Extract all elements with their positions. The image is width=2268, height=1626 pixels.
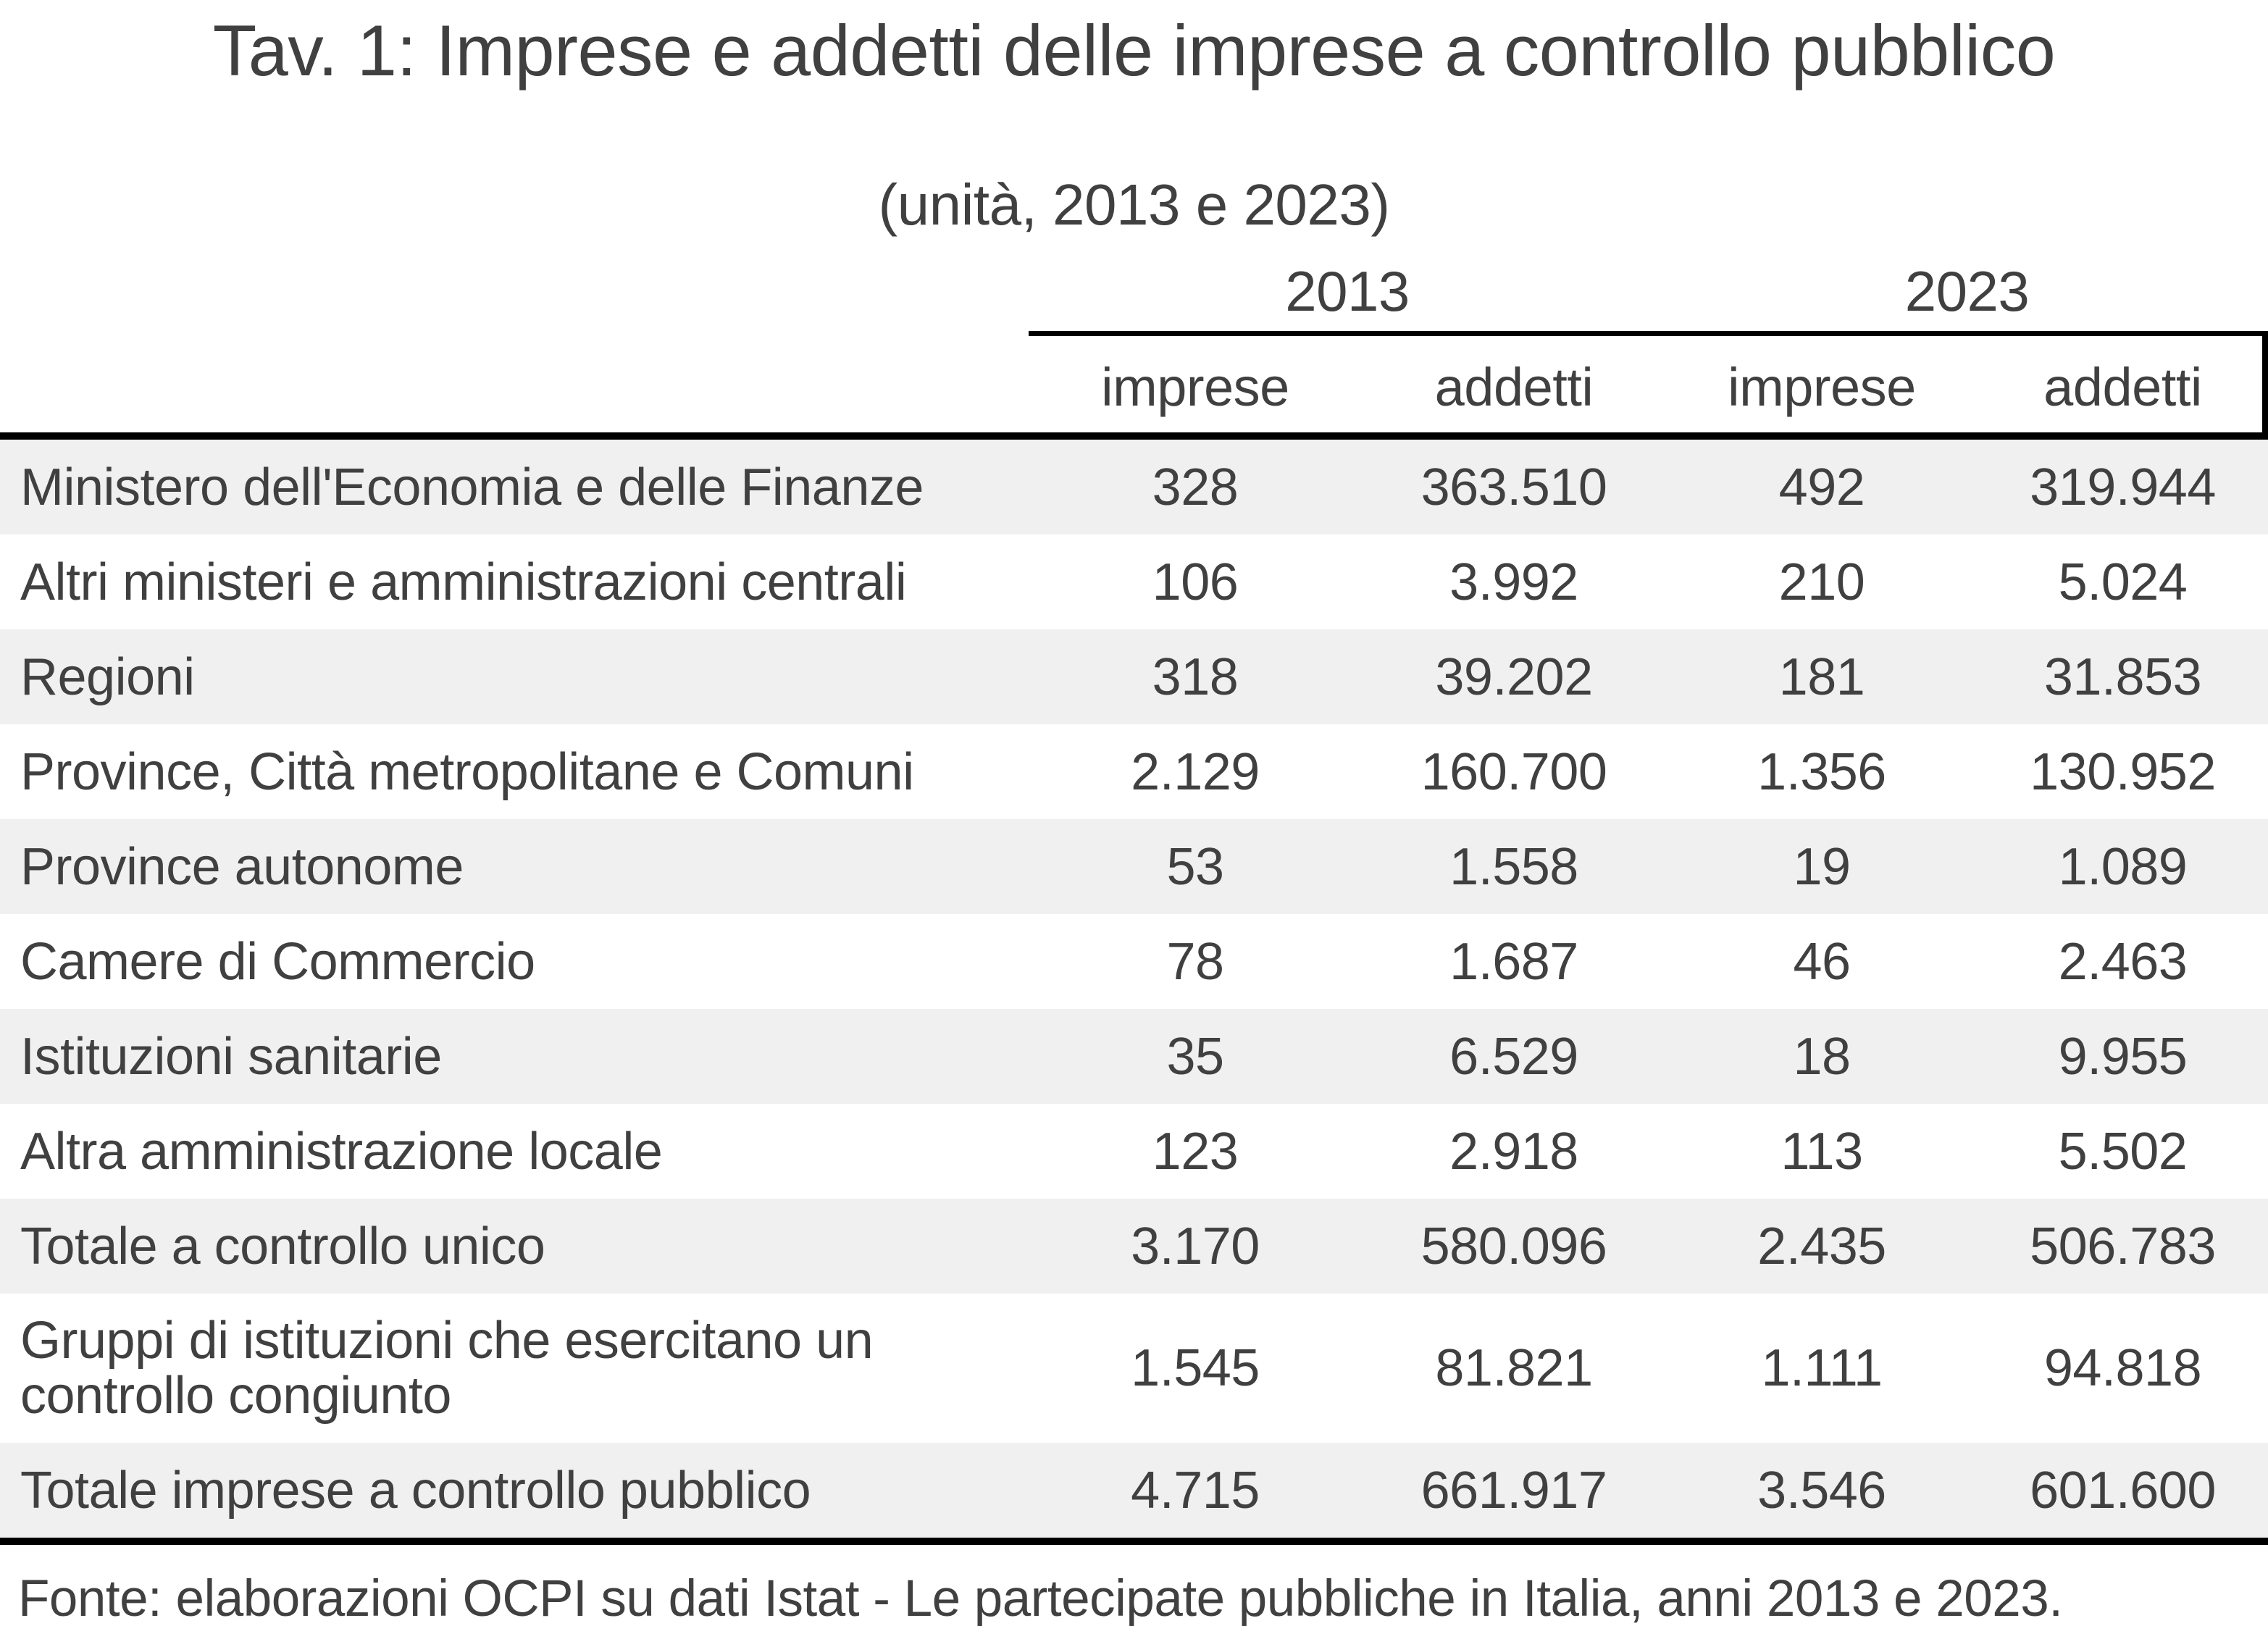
cell-value: 3.170: [1131, 1217, 1260, 1275]
cell-value: 5.502: [2058, 1122, 2188, 1181]
cell-value: 35: [1166, 1027, 1224, 1086]
year-header-2023: 2023: [1666, 252, 2268, 336]
column-header-row: imprese addetti imprese addetti: [0, 341, 2268, 432]
row-label: Regioni: [20, 648, 195, 706]
cell-value: 130.952: [2030, 742, 2216, 801]
table-row: Totale imprese a controllo pubblico 4.715…: [0, 1443, 2268, 1538]
cell-value: 580.096: [1420, 1217, 1607, 1275]
year-header-2013: 2013: [1029, 252, 1666, 336]
row-label: Totale a controllo unico: [20, 1217, 545, 1275]
row-label: Totale imprese a controllo pubblico: [20, 1461, 811, 1520]
cell-value: 5.024: [2058, 553, 2188, 611]
column-header-addetti-2013: addetti: [1434, 356, 1594, 417]
table-body: Ministero dell'Economia e delle Finanze 3…: [0, 440, 2268, 1626]
cell-value: 81.821: [1435, 1339, 1593, 1397]
cell-value: 53: [1166, 837, 1224, 896]
row-label: Province autonome: [20, 837, 464, 896]
cell-value: 1.687: [1449, 932, 1578, 991]
column-header-addetti-2023: addetti: [2043, 356, 2202, 417]
table-row: Altra amministrazione locale 123 2.918 113 5…: [0, 1104, 2268, 1199]
column-header-imprese-2013: imprese: [1101, 356, 1289, 417]
cell-value: 1.356: [1757, 742, 1886, 801]
cell-value: 3.546: [1757, 1461, 1886, 1520]
cell-value: 328: [1152, 458, 1239, 516]
source-note: Fonte: elaborazioni OCPI su dati Istat -…: [18, 1570, 2063, 1626]
row-label: Province, Città metropolitane e Comuni: [20, 742, 914, 801]
cell-value: 19: [1793, 837, 1851, 896]
cell-value: 1.111: [1761, 1339, 1883, 1397]
cell-value: 3.992: [1449, 553, 1578, 611]
cell-value: 1.545: [1131, 1339, 1260, 1397]
cell-value: 46: [1793, 932, 1851, 991]
row-label: Ministero dell'Economia e delle Finanze: [20, 458, 924, 516]
cell-value: 1.089: [2058, 837, 2188, 896]
row-label: Istituzioni sanitarie: [20, 1027, 442, 1086]
cell-value: 2.918: [1449, 1122, 1578, 1181]
table-row: Regioni 318 39.202 181 31.853: [0, 629, 2268, 724]
header-bottom-rule: [0, 432, 2268, 440]
cell-value: 601.600: [2030, 1461, 2216, 1520]
figure-subtitle: (unità, 2013 e 2023): [878, 172, 1390, 237]
cell-value: 78: [1166, 932, 1224, 991]
table-row: Province autonome 53 1.558 19 1.089: [0, 819, 2268, 914]
table-row: Istituzioni sanitarie 35 6.529 18 9.955: [0, 1009, 2268, 1104]
year-header-row: 2013 2023: [0, 252, 2268, 336]
table-row: Ministero dell'Economia e delle Finanze 3…: [0, 440, 2268, 535]
table-row: Totale a controllo unico 3.170 580.096 2.43…: [0, 1199, 2268, 1294]
cell-value: 2.435: [1757, 1217, 1886, 1275]
cell-value: 113: [1780, 1122, 1863, 1181]
table-bottom-rule: [0, 1538, 2268, 1545]
row-label: Gruppi di istituzioni che esercitano un …: [20, 1312, 874, 1425]
cell-value: 318: [1152, 648, 1239, 706]
cell-value: 4.715: [1131, 1461, 1260, 1520]
cell-value: 506.783: [2030, 1217, 2216, 1275]
cell-value: 210: [1778, 553, 1865, 611]
cell-value: 18: [1793, 1027, 1851, 1086]
cell-value: 39.202: [1435, 648, 1593, 706]
cell-value: 6.529: [1449, 1027, 1578, 1086]
row-label: Altri ministeri e amministrazioni centra…: [20, 553, 907, 611]
cell-value: 492: [1778, 458, 1865, 516]
cell-value: 9.955: [2058, 1027, 2188, 1086]
cell-value: 106: [1152, 553, 1239, 611]
table-row: Province, Città metropolitane e Comuni 2.…: [0, 724, 2268, 819]
cell-value: 123: [1152, 1122, 1239, 1181]
column-header-spacer: [0, 341, 1029, 432]
cell-value: 1.558: [1449, 837, 1578, 896]
cell-value: 2.129: [1131, 742, 1260, 801]
row-label: Camere di Commercio: [20, 932, 535, 991]
cell-value: 661.917: [1420, 1461, 1607, 1520]
column-header-imprese-2023: imprese: [1728, 356, 1916, 417]
header-right-border: [2262, 336, 2268, 440]
year-header-spacer: [0, 252, 1029, 336]
cell-value: 319.944: [2030, 458, 2216, 516]
figure-title: Tav. 1: Imprese e addetti delle imprese …: [212, 10, 2056, 91]
cell-value: 363.510: [1420, 458, 1607, 516]
table-row: Camere di Commercio 78 1.687 46 2.463: [0, 914, 2268, 1009]
table-row: Altri ministeri e amministrazioni centra…: [0, 535, 2268, 629]
row-label: Altra amministrazione locale: [20, 1122, 663, 1181]
cell-value: 181: [1778, 648, 1865, 706]
cell-value: 2.463: [2058, 932, 2188, 991]
table-row: Gruppi di istituzioni che esercitano un …: [0, 1294, 2268, 1443]
cell-value: 31.853: [2043, 648, 2202, 706]
cell-value: 160.700: [1420, 742, 1607, 801]
cell-value: 94.818: [2043, 1339, 2202, 1397]
